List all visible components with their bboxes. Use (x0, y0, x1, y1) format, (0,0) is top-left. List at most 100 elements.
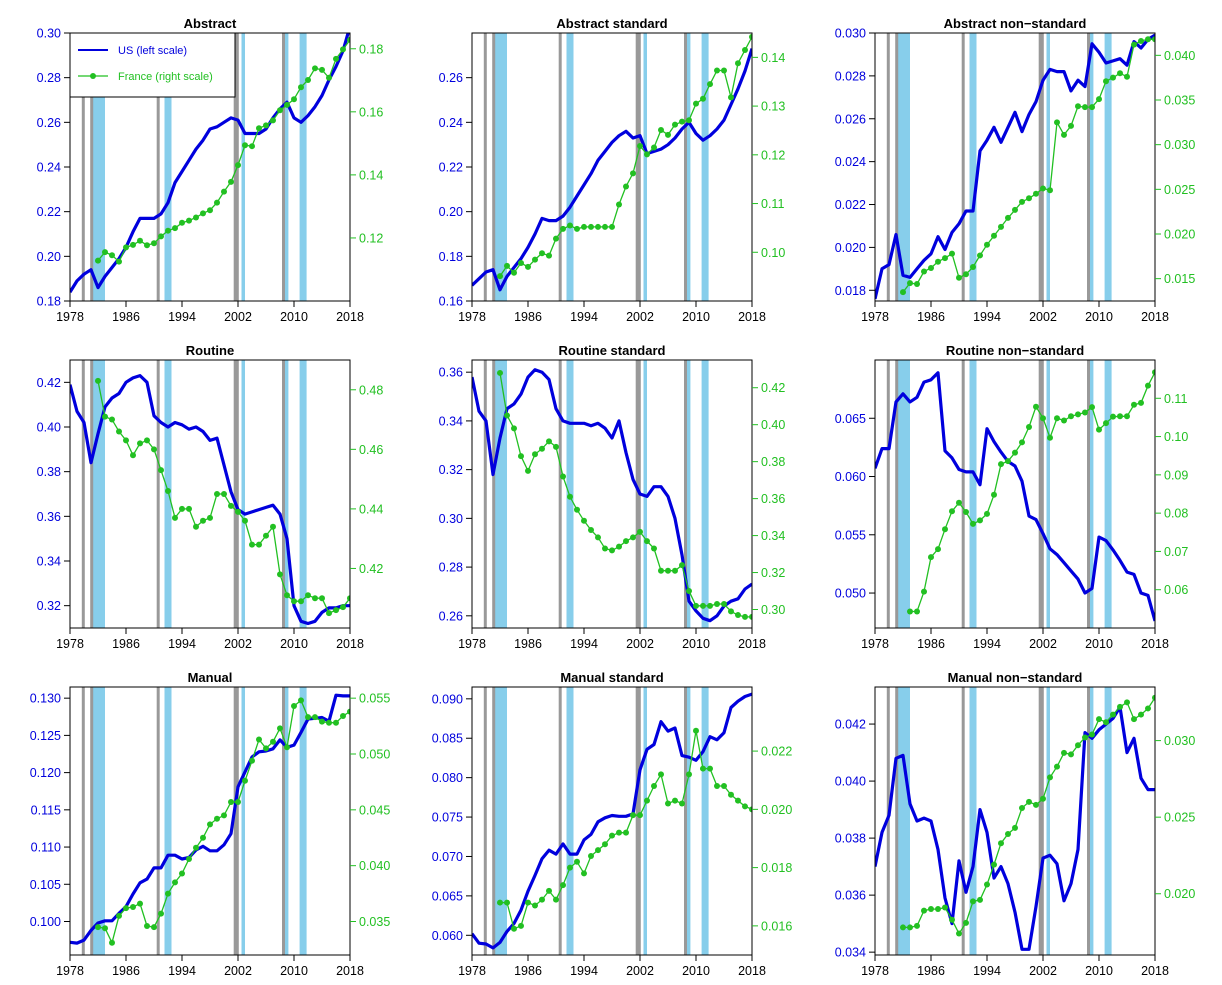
france-point (749, 33, 752, 40)
plot-frame (471, 359, 753, 629)
left-y-tick-label: 0.075 (432, 811, 463, 825)
france-point (179, 219, 185, 226)
france-point (1117, 703, 1123, 710)
france-point (679, 800, 685, 807)
france-point (525, 899, 531, 906)
france-point (340, 604, 346, 611)
right-y-tick-label: 0.06 (1164, 583, 1188, 597)
france-point (728, 608, 734, 615)
france-point (1026, 424, 1032, 430)
france-point (658, 126, 664, 133)
france-point (277, 107, 283, 114)
france-point (347, 36, 350, 43)
x-tick-label: 1978 (458, 310, 486, 324)
france-point (539, 250, 545, 257)
france-point (263, 532, 269, 539)
shaded-band (299, 687, 307, 955)
shaded-band (1088, 687, 1094, 955)
france-point (588, 223, 594, 230)
left-y-tick-label: 0.105 (30, 878, 61, 892)
france-point (630, 534, 636, 541)
france-point (970, 264, 976, 271)
panel-title: Routine non−standard (946, 343, 1084, 358)
x-tick-label: 2010 (1085, 310, 1113, 324)
france-point (193, 214, 199, 221)
france-point (553, 896, 559, 903)
left-y-tick-label: 0.050 (835, 587, 866, 601)
france-point (102, 249, 108, 256)
france-point (609, 547, 615, 554)
france-point (1117, 413, 1123, 420)
panel-2: Abstract standard 1978 1986 1994 2002 2010 201… (439, 16, 786, 324)
france-point (588, 852, 594, 859)
panel-title: Abstract (184, 16, 237, 31)
france-point (963, 919, 969, 926)
right-y-tick-label: 0.050 (359, 748, 390, 762)
left-y-tick-label: 0.40 (37, 421, 61, 435)
shaded-band (566, 33, 574, 301)
france-point (658, 771, 664, 778)
france-point (588, 527, 594, 534)
france-point (497, 369, 503, 376)
france-point (200, 210, 206, 217)
shaded-band (1088, 33, 1094, 301)
france-point (95, 377, 101, 384)
left-y-tick-label: 0.36 (37, 510, 61, 524)
france-point (284, 592, 290, 599)
france-point (214, 815, 220, 822)
france-point (277, 571, 283, 578)
france-point (249, 541, 255, 548)
france-point (749, 806, 752, 813)
left-y-tick-label: 0.28 (439, 561, 463, 575)
france-point (609, 832, 615, 839)
france-point (1131, 716, 1137, 723)
france-point (679, 562, 685, 569)
right-y-tick-label: 0.020 (1164, 228, 1195, 242)
france-point (567, 864, 573, 871)
france-point (693, 100, 699, 107)
france-point (130, 452, 136, 459)
france-point (707, 602, 713, 609)
france-point (1096, 96, 1102, 103)
france-point (1138, 399, 1144, 406)
france-point (644, 151, 650, 158)
france-point (1033, 801, 1039, 808)
france-point (949, 250, 955, 257)
plot-area (875, 33, 1155, 301)
shaded-band (685, 687, 691, 955)
panel-1: Abstract 1978 1986 1994 2002 2010 2018 0.18 0.20… (37, 16, 384, 324)
france-point (221, 188, 227, 195)
legend: US (left scale) France (right scale) (69, 32, 236, 98)
france-point (1019, 804, 1025, 811)
france-point (1019, 439, 1025, 446)
france-point (623, 829, 629, 836)
france-point (270, 117, 276, 124)
shaded-band (493, 33, 507, 301)
france-point (602, 223, 608, 230)
france-point (298, 84, 304, 91)
plot-area (472, 687, 752, 955)
france-point (319, 66, 325, 73)
legend-us-label: US (left scale) (118, 45, 187, 57)
france-point (672, 567, 678, 574)
france-point (95, 924, 101, 931)
france-point (284, 744, 290, 751)
france-point (956, 499, 962, 506)
france-point (511, 269, 517, 276)
shaded-band (1088, 360, 1094, 628)
france-point (984, 241, 990, 248)
x-tick-label: 2018 (1141, 964, 1169, 978)
shaded-band (1046, 33, 1050, 301)
x-tick-label: 2002 (626, 964, 654, 978)
france-point (270, 523, 276, 530)
france-point (672, 121, 678, 128)
france-point (921, 907, 927, 914)
france-point (1047, 434, 1053, 441)
left-y-tick-label: 0.026 (835, 112, 866, 126)
france-point (616, 829, 622, 836)
france-series-line (499, 372, 752, 618)
right-y-tick-label: 0.08 (1164, 507, 1188, 521)
france-point (984, 881, 990, 888)
france-point (553, 235, 559, 242)
